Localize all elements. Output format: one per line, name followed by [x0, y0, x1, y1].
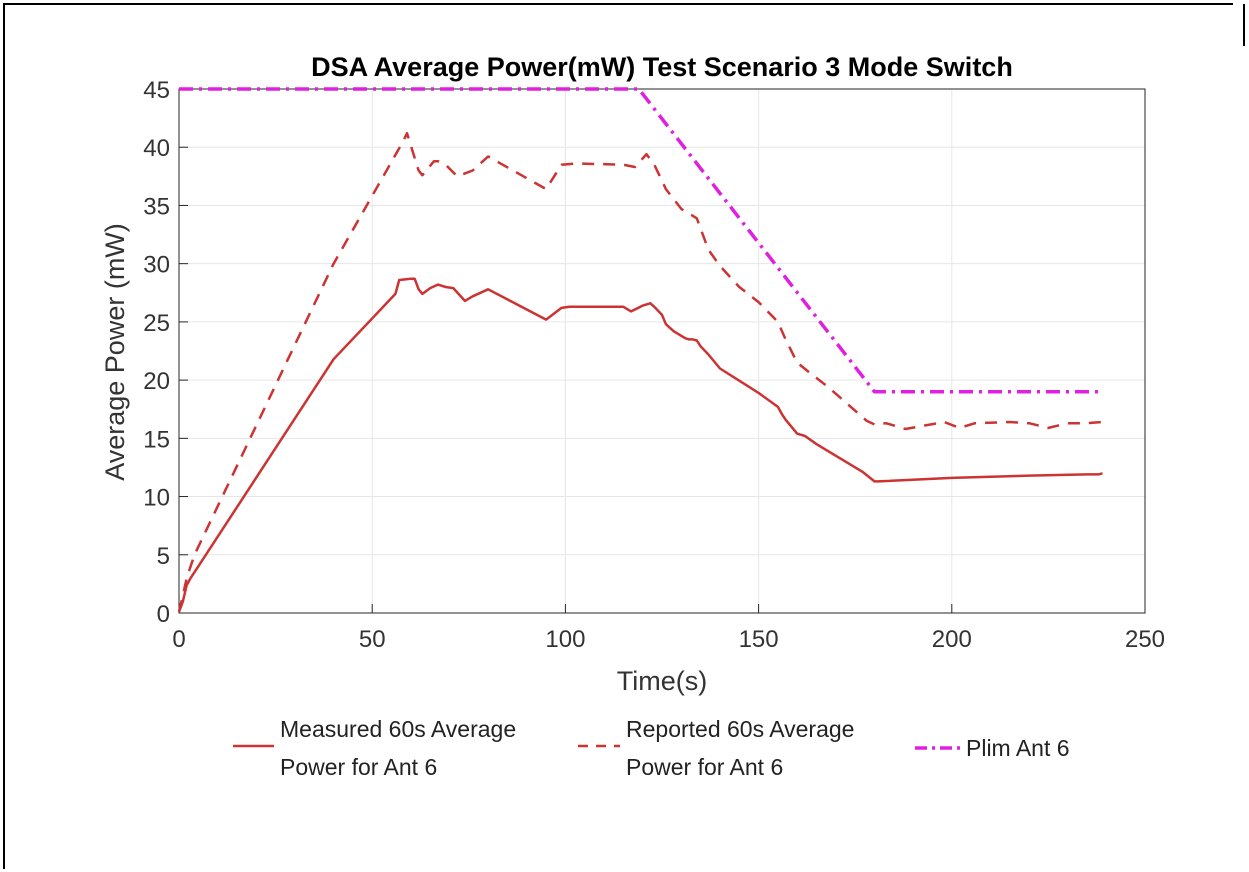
figure-frame: [3, 3, 1233, 869]
series-line-3: [179, 87, 1103, 394]
legend-label-1: Measured 60s Average: [280, 716, 516, 742]
legend-label-3: Plim Ant 6: [966, 735, 1070, 761]
y-tick-label: 45: [143, 77, 170, 104]
series-line-2: [177, 131, 1103, 613]
y-tick-label: 25: [143, 310, 170, 337]
legend-label-2: Reported 60s Average: [626, 716, 854, 742]
x-tick-label: 150: [739, 626, 779, 653]
y-tick-label: 5: [157, 543, 170, 570]
y-tick-label: 10: [143, 485, 170, 512]
y-tick-label: 0: [157, 601, 170, 628]
grid-lines: [178, 88, 1146, 614]
y-tick-label: 40: [143, 135, 170, 162]
x-tick-label: 0: [172, 626, 185, 653]
x-tick-label: 100: [545, 626, 585, 653]
y-tick-label: 15: [143, 426, 170, 453]
plot-area: [178, 88, 1146, 614]
y-axis-ticks: 0 5 10 15 20 25 30 35 40 45: [143, 77, 188, 628]
series-lines: [177, 87, 1103, 613]
x-axis-label: Time(s): [617, 666, 707, 696]
legend-label-2: Power for Ant 6: [626, 754, 783, 780]
legend: Measured 60s Average Power for Ant 6 Repor…: [233, 716, 1070, 780]
series-line-1: [177, 277, 1103, 613]
y-tick-label: 30: [143, 252, 170, 279]
legend-label-1: Power for Ant 6: [280, 754, 437, 780]
x-tick-label: 250: [1125, 626, 1165, 653]
x-axis-ticks: 0 50 100 150 200 250: [172, 604, 1165, 653]
x-tick-label: 200: [932, 626, 972, 653]
y-tick-label: 35: [143, 193, 170, 220]
y-axis-label: Average Power (mW): [100, 223, 130, 481]
chart-title: DSA Average Power(mW) Test Scenario 3 Mo…: [311, 52, 1013, 82]
y-tick-label: 20: [143, 368, 170, 395]
x-tick-label: 50: [359, 626, 386, 653]
figure-corner-mark: [1243, 4, 1245, 46]
